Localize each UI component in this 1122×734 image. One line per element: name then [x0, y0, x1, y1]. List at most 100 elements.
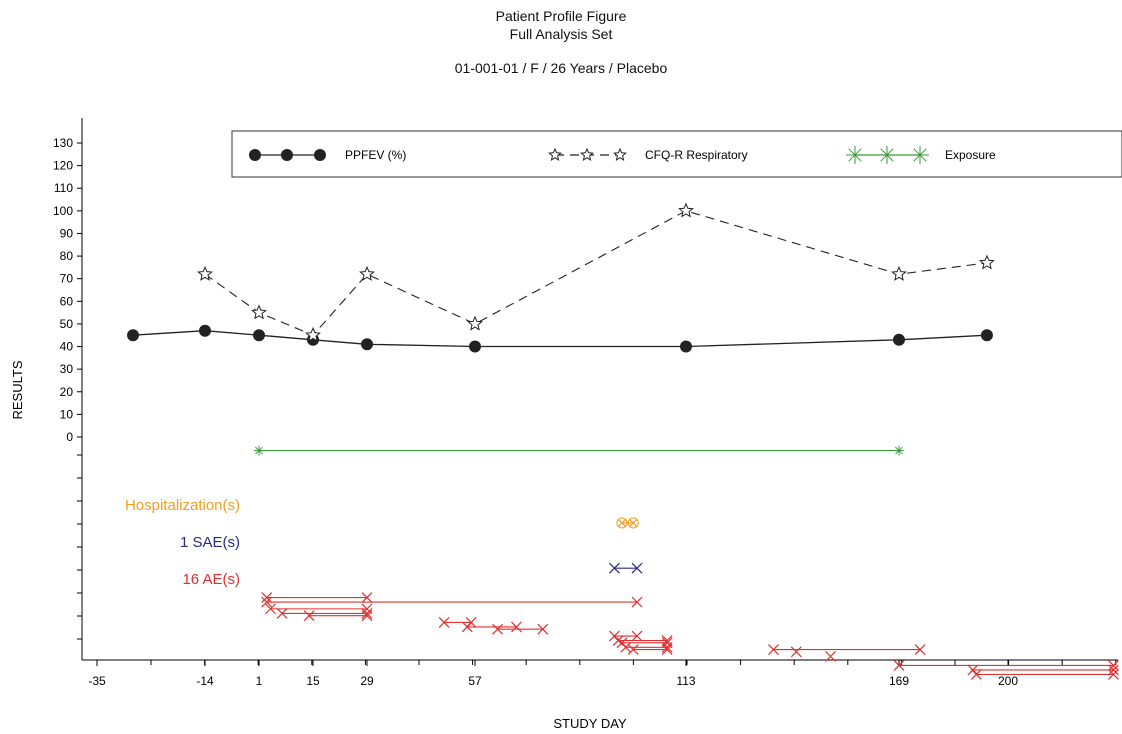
legend-box	[231, 130, 1122, 178]
event-bar	[627, 644, 673, 656]
circle-marker	[980, 329, 993, 342]
event-start-marker	[620, 641, 632, 653]
x-tick-label: 113	[676, 674, 695, 688]
x-tick-label: 15	[306, 674, 320, 688]
event-row-label: 1 SAE(s)	[180, 534, 240, 551]
star-marker	[197, 265, 213, 281]
event-start-marker	[261, 596, 273, 608]
star-marker	[678, 202, 694, 218]
star-marker	[891, 265, 907, 281]
star-marker	[548, 147, 562, 161]
event-end-marker	[361, 592, 373, 603]
circle-x-cross	[629, 519, 638, 527]
event-end-marker	[511, 621, 522, 633]
event-row-label: 16 AE(s)	[182, 571, 240, 588]
event-end-marker	[1108, 659, 1119, 671]
event-start-marker	[825, 650, 836, 662]
series-layer	[127, 202, 995, 456]
event-end-marker	[361, 607, 373, 619]
circle-marker	[127, 329, 139, 342]
series-line	[204, 210, 987, 336]
legend: PPFEV (%) CFQ-R Respiratory Exposure	[231, 130, 1122, 178]
x-tick-label: 169	[889, 674, 909, 688]
x-tick-label: 29	[360, 674, 374, 688]
event-end-marker	[1108, 669, 1119, 680]
event-end-marker	[661, 641, 673, 653]
x-tick-label: 57	[468, 674, 482, 688]
event-bar	[790, 646, 802, 658]
star-marker	[467, 315, 483, 331]
event-row-label: Hospitalization(s)	[125, 497, 240, 514]
legend-label: PPFEV (%)	[345, 148, 406, 162]
event-end-marker	[631, 596, 643, 608]
event-bar	[261, 596, 643, 608]
event-bar	[967, 664, 1119, 676]
y-tick-label: 10	[60, 407, 74, 421]
star-marker	[359, 265, 375, 281]
event-start-marker	[261, 592, 273, 603]
event-start-marker	[893, 659, 905, 671]
asterisk-marker	[911, 146, 929, 164]
y-tick-label: 130	[53, 136, 73, 150]
y-tick-label: 60	[60, 294, 74, 308]
legend-circle-marker	[281, 149, 293, 161]
event-bar	[620, 641, 673, 653]
event-bar	[608, 562, 643, 574]
event-bar	[970, 669, 1119, 680]
star-marker	[251, 304, 267, 320]
event-bar	[893, 659, 1119, 671]
events-layer: Hospitalization(s) 1 SAE(s) 16 AE(s)	[125, 497, 1119, 680]
asterisk-marker	[894, 445, 904, 456]
x-tick-label: 200	[998, 674, 1018, 688]
circle-marker	[253, 329, 265, 342]
circle-x-cross	[618, 519, 626, 527]
event-start-marker	[608, 562, 620, 574]
circle-x-marker	[627, 517, 639, 529]
event-start-marker	[265, 603, 276, 615]
event-end-marker	[1108, 664, 1119, 676]
circle-marker	[680, 340, 692, 353]
legend-label: Exposure	[945, 148, 996, 162]
legend-label: CFQ-R Respiratory	[645, 148, 748, 162]
x-tick-label: -35	[88, 674, 106, 688]
star-marker	[978, 254, 995, 270]
event-row-2: 16 AE(s)	[182, 571, 1119, 680]
x-axis-label: STUDY DAY	[553, 716, 627, 731]
event-end-marker	[361, 610, 373, 622]
circle-x-marker	[616, 517, 628, 529]
y-tick-label: 50	[60, 317, 74, 331]
star-marker	[613, 147, 627, 161]
legend-entry-2: Exposure	[846, 146, 996, 164]
legend-circle-marker	[249, 149, 261, 161]
series-2	[254, 445, 904, 456]
event-end-marker	[537, 623, 549, 635]
chart-title: Patient Profile Figure	[495, 8, 627, 24]
series-1	[197, 202, 995, 342]
event-bar	[768, 644, 926, 656]
y-tick-label: 20	[60, 385, 74, 399]
event-start-marker	[768, 644, 779, 656]
x-tick-label: 1	[256, 674, 263, 688]
event-start-marker	[461, 621, 473, 633]
star-marker	[305, 326, 321, 342]
event-bar	[461, 621, 522, 633]
circle-marker	[361, 338, 373, 351]
event-bar	[616, 517, 639, 529]
y-tick-label: 30	[60, 362, 74, 376]
axes: 0 10 20 30 40 50 60 70 80 90 100 110 120 130 -35 -14 1 15…	[53, 118, 1118, 688]
event-end-marker	[914, 644, 926, 656]
circle-marker	[469, 340, 481, 353]
event-end-marker	[661, 644, 673, 656]
y-tick-label: 70	[60, 272, 74, 286]
y-tick-label: 0	[66, 430, 73, 444]
event-start-marker	[967, 664, 979, 676]
event-bar	[825, 650, 836, 662]
event-bar	[438, 617, 477, 628]
event-start-marker	[492, 623, 504, 635]
legend-circle-marker	[314, 149, 326, 161]
chart-subtitle: Full Analysis Set	[509, 26, 613, 42]
y-tick-label: 80	[60, 249, 74, 263]
legend-entry-1: CFQ-R Respiratory	[548, 147, 748, 162]
event-start-marker	[970, 669, 982, 680]
